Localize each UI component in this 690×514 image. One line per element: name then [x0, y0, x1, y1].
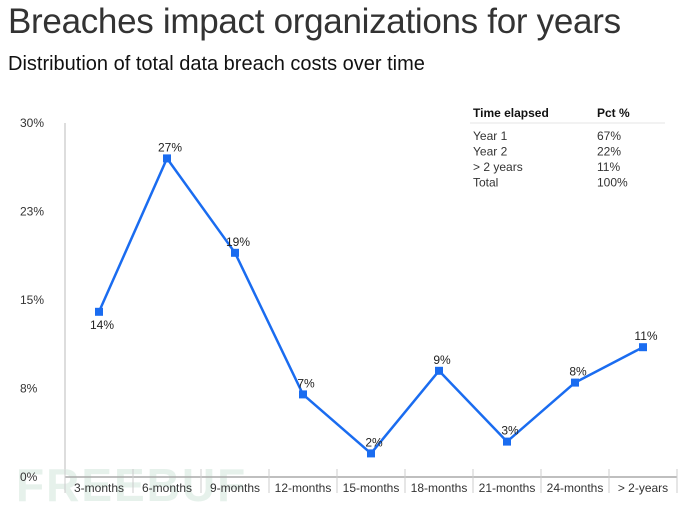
table-cell-period: Year 2 [473, 145, 508, 159]
page-title: Breaches impact organizations for years [8, 2, 621, 41]
data-label: 11% [634, 329, 657, 343]
data-label: 27% [158, 140, 182, 154]
y-tick-label: 30% [20, 116, 44, 130]
table-cell-pct: 67% [597, 129, 621, 143]
data-point [163, 154, 171, 163]
x-tick-label: 9-months [210, 481, 260, 495]
page-subtitle: Distribution of total data breach costs … [8, 53, 425, 75]
data-label: 19% [226, 235, 250, 249]
data-label: 14% [90, 318, 114, 332]
y-tick-label: 23% [20, 205, 44, 219]
series-line [97, 157, 644, 455]
x-tick-label: 12-months [275, 481, 332, 495]
x-tick-label: 6-months [142, 481, 192, 495]
table-header-pct: Pct % [597, 106, 630, 120]
x-tick-label: 21-months [479, 481, 536, 495]
data-label: 9% [433, 353, 451, 367]
data-point [231, 248, 239, 257]
y-tick-label: 0% [20, 470, 38, 484]
table-cell-period: > 2 years [473, 160, 523, 174]
table-cell-period: Total [473, 176, 498, 190]
table-cell-period: Year 1 [473, 129, 508, 143]
x-tick-label: 15-months [343, 481, 400, 495]
x-tick-label: 24-months [547, 481, 604, 495]
table-cell-pct: 11% [597, 160, 620, 174]
data-point [435, 366, 443, 375]
y-tick-label: 8% [20, 382, 38, 396]
data-label: 2% [365, 435, 383, 449]
data-point [639, 343, 647, 352]
x-tick-label: 18-months [411, 481, 468, 495]
watermark: F​REEBUF [16, 459, 248, 511]
x-tick-label: 3-months [74, 481, 124, 495]
data-label: 8% [569, 365, 587, 379]
data-label: 7% [297, 376, 315, 390]
data-point [571, 378, 579, 387]
y-tick-label: 15% [20, 293, 44, 307]
data-point [299, 390, 307, 399]
table-cell-pct: 22% [597, 145, 621, 159]
table-cell-pct: 100% [597, 176, 628, 190]
table-header-time: Time elapsed [473, 106, 549, 120]
data-point [503, 437, 511, 446]
data-label: 3% [501, 424, 519, 438]
x-tick-label: > 2-years [618, 481, 668, 495]
data-point [95, 307, 103, 316]
data-point [367, 449, 375, 458]
